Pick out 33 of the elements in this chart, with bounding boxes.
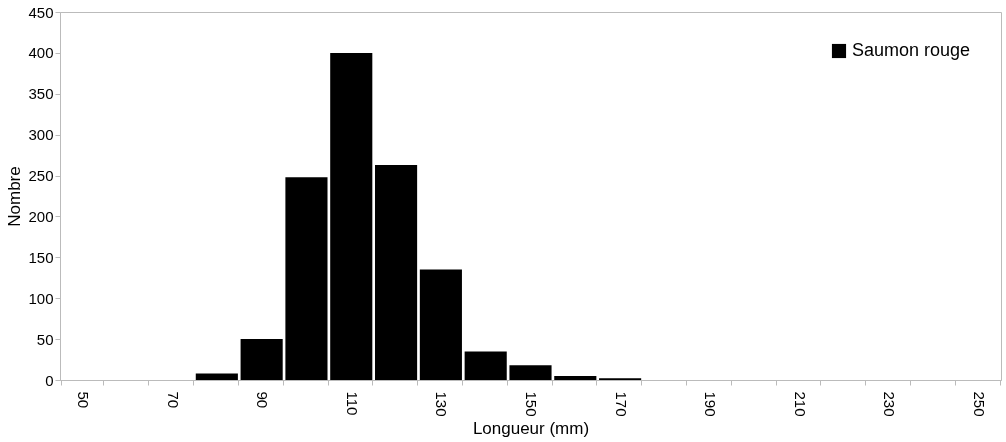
y-tick-label: 350 (28, 85, 54, 103)
x-tick-label: 130 (433, 391, 451, 417)
y-axis-title: Nombre (5, 166, 25, 227)
y-tick-label: 100 (28, 289, 54, 307)
x-axis-title: Longueur (mm) (472, 418, 590, 438)
x-tick-label: 70 (164, 391, 182, 409)
x-tick-label: 170 (612, 391, 630, 417)
bar (554, 375, 597, 380)
y-tick-label: 250 (28, 167, 54, 185)
bar (195, 373, 238, 380)
x-tick-label: 250 (971, 391, 989, 417)
legend-label: Saumon rouge (852, 40, 971, 60)
y-tick-label: 450 (28, 3, 54, 21)
x-tick-label: 50 (74, 391, 92, 409)
x-tick-label: 190 (702, 391, 720, 417)
y-tick-label: 0 (45, 371, 54, 389)
x-tick-label: 150 (523, 391, 540, 417)
x-tick-label: 230 (881, 391, 899, 417)
bar (464, 351, 507, 380)
bar (419, 269, 462, 380)
bar (509, 365, 552, 380)
bar (375, 164, 418, 380)
y-tick-label: 200 (28, 207, 54, 225)
bar (240, 339, 283, 380)
y-tick-label: 50 (36, 330, 54, 348)
y-tick-label: 300 (28, 126, 54, 144)
x-tick-label: 90 (254, 391, 272, 409)
x-tick-label: 110 (343, 391, 361, 416)
y-tick-label: 150 (28, 248, 54, 266)
bar (285, 177, 328, 380)
x-tick-label: 210 (791, 391, 809, 417)
bar (330, 52, 373, 380)
y-tick-label: 400 (28, 44, 54, 62)
